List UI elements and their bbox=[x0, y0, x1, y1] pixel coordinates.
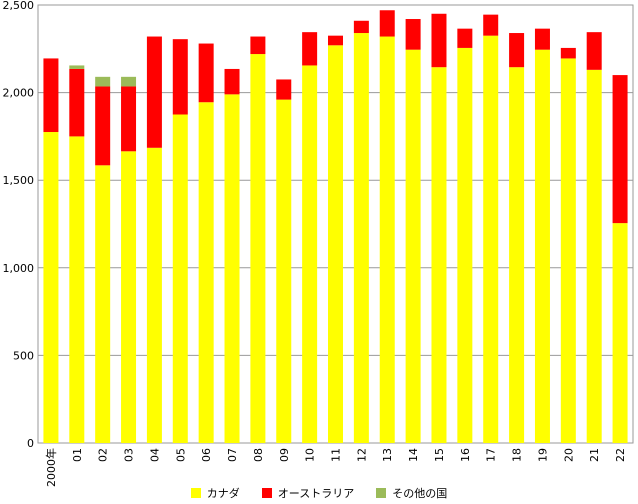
bar-segment bbox=[198, 43, 214, 103]
bar-segment bbox=[95, 76, 111, 87]
y-tick-label: 1,000 bbox=[3, 262, 35, 275]
y-tick-label: 2,500 bbox=[3, 0, 35, 12]
bar-segment bbox=[431, 67, 447, 444]
bar-segment bbox=[69, 136, 85, 443]
x-tick-label: 19 bbox=[536, 448, 549, 462]
legend-item: その他の国 bbox=[376, 485, 447, 501]
x-tick-label: 06 bbox=[200, 448, 213, 462]
y-tick-label: 2,000 bbox=[3, 87, 35, 100]
bar-segment bbox=[224, 94, 240, 444]
x-tick-label: 10 bbox=[304, 448, 317, 462]
legend-label: オーストラリア bbox=[277, 487, 355, 500]
x-tick-label: 02 bbox=[97, 448, 110, 462]
bar-segment bbox=[379, 10, 395, 37]
x-tick-label: 04 bbox=[148, 448, 161, 462]
x-tick-label: 22 bbox=[614, 448, 627, 462]
x-tick-label: 12 bbox=[355, 448, 368, 462]
x-tick-label: 17 bbox=[485, 448, 498, 462]
legend-swatch bbox=[190, 488, 201, 498]
x-tick-label: 07 bbox=[226, 448, 239, 462]
x-tick-label: 20 bbox=[562, 448, 575, 462]
x-tick-label: 08 bbox=[252, 448, 265, 462]
bar-segment bbox=[302, 32, 318, 66]
x-tick-label: 01 bbox=[71, 448, 84, 462]
y-tick-label: 1,500 bbox=[3, 174, 35, 187]
x-tick-label: 09 bbox=[278, 448, 291, 462]
bar-segment bbox=[146, 147, 162, 443]
bar-segment bbox=[534, 49, 550, 444]
legend-item: カナダ bbox=[190, 485, 240, 501]
bar-segment bbox=[328, 45, 343, 444]
bar-segment bbox=[69, 68, 85, 137]
bar-segment bbox=[43, 58, 59, 133]
x-tick-label: 03 bbox=[123, 448, 136, 462]
bar-segment bbox=[353, 33, 369, 443]
x-tick-label: 2000年 bbox=[44, 448, 58, 487]
x-tick-label: 05 bbox=[174, 448, 187, 462]
x-tick-label: 21 bbox=[588, 448, 601, 462]
bar-segment bbox=[586, 32, 602, 70]
bar-segment bbox=[534, 28, 550, 50]
bar-segment bbox=[431, 13, 447, 68]
bar-segment bbox=[276, 79, 292, 100]
y-tick-label: 500 bbox=[13, 349, 34, 362]
legend-swatch bbox=[376, 488, 387, 498]
bar-segment bbox=[612, 75, 628, 224]
bar-segment bbox=[121, 86, 137, 152]
bar-segment bbox=[250, 36, 266, 55]
bar-segment bbox=[276, 99, 292, 443]
bar-segment bbox=[586, 69, 602, 443]
bar-segment bbox=[302, 65, 318, 443]
y-tick-label: 0 bbox=[27, 437, 34, 450]
bar-segment bbox=[250, 54, 266, 443]
bar-segment bbox=[172, 114, 188, 443]
bar-segment bbox=[121, 76, 137, 87]
bar-segment bbox=[612, 223, 628, 443]
legend-item: オーストラリア bbox=[261, 485, 355, 501]
bar-segment bbox=[95, 86, 111, 166]
bar-segment bbox=[224, 68, 240, 95]
bar-segment bbox=[198, 102, 214, 444]
bar-segment bbox=[457, 28, 473, 48]
bar-segment bbox=[405, 49, 421, 444]
x-tick-label: 15 bbox=[433, 448, 446, 462]
x-tick-label: 18 bbox=[511, 448, 524, 462]
bar-segment bbox=[457, 47, 473, 443]
bar-segment bbox=[509, 33, 525, 68]
bar-segment bbox=[95, 165, 111, 444]
bar-segment bbox=[69, 65, 85, 69]
bar-segment bbox=[483, 35, 499, 443]
x-tick-label: 13 bbox=[381, 448, 394, 462]
x-tick-label: 14 bbox=[407, 448, 420, 462]
bar-segment bbox=[560, 47, 576, 59]
bar-segment bbox=[43, 132, 59, 443]
bar-segment bbox=[121, 151, 137, 444]
bar-segment bbox=[405, 19, 421, 50]
legend-label: カナダ bbox=[206, 487, 240, 500]
x-tick-label: 11 bbox=[330, 448, 343, 462]
legend-swatch bbox=[261, 488, 272, 498]
bar-segment bbox=[483, 14, 499, 36]
x-tick-label: 16 bbox=[459, 448, 472, 462]
chart-legend: カナダ オーストラリア その他の国 bbox=[0, 485, 638, 501]
bar-segment bbox=[560, 58, 576, 443]
bar-segment bbox=[146, 36, 162, 148]
bar-segment bbox=[353, 20, 369, 34]
bar-segment bbox=[172, 39, 188, 115]
bar-segment bbox=[509, 67, 525, 444]
legend-label: その他の国 bbox=[392, 487, 448, 500]
bar-segment bbox=[328, 35, 343, 46]
bar-segment bbox=[379, 36, 395, 443]
